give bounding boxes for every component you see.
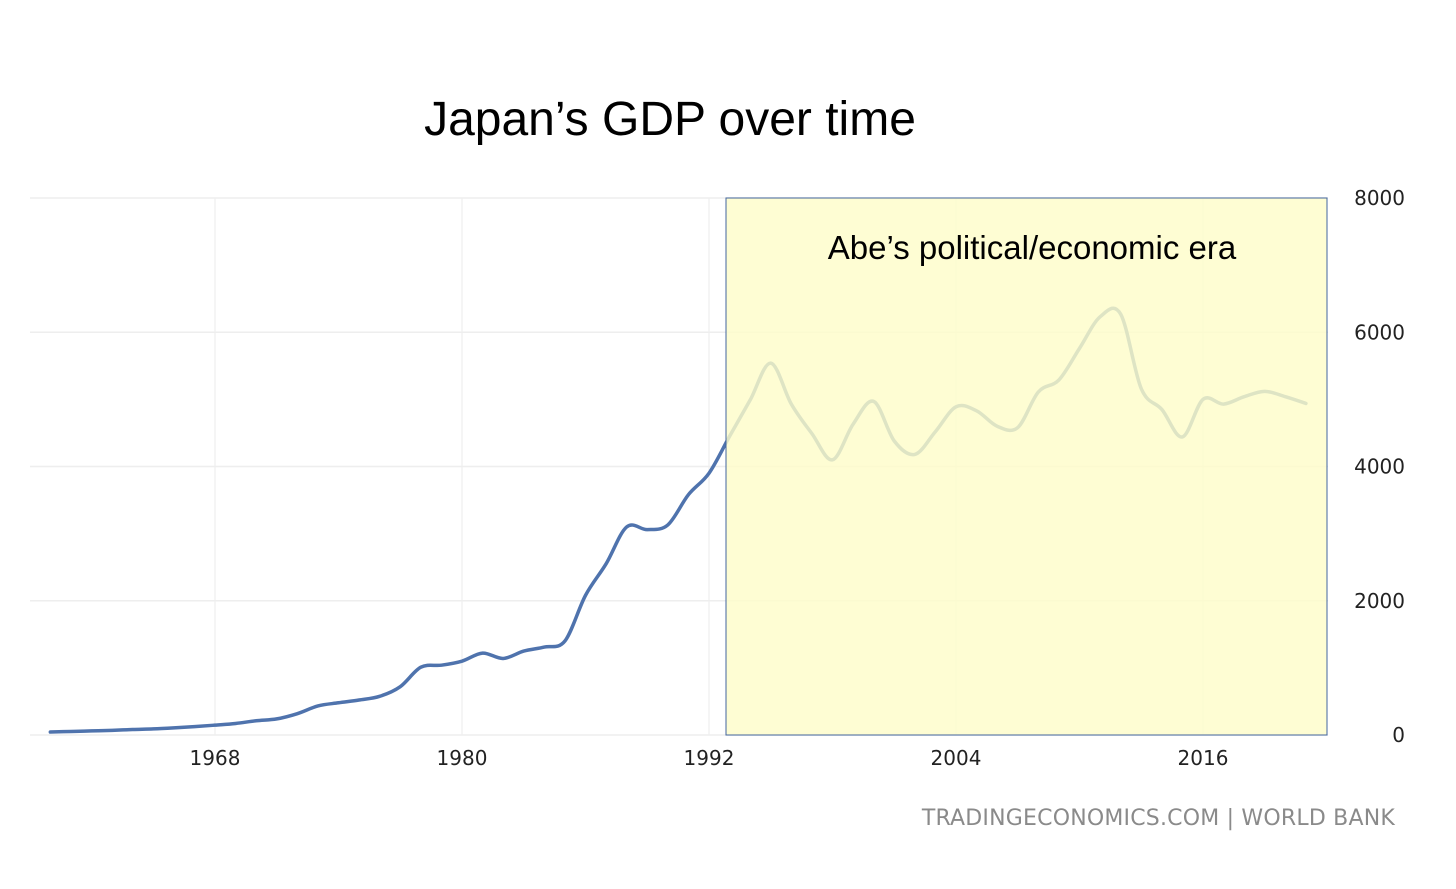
x-tick-label: 1968: [190, 746, 241, 770]
source-credit: TRADINGECONOMICS.COM | WORLD BANK: [921, 806, 1395, 831]
annotation-label: Abe’s political/economic era: [828, 229, 1237, 266]
chart-title: Japan’s GDP over time: [424, 93, 916, 146]
y-tick-label: 6000: [1354, 320, 1405, 344]
y-axis-ticks: 0 2000 4000 6000 8000: [1354, 186, 1405, 747]
y-tick-label: 4000: [1354, 455, 1405, 479]
x-axis-ticks: 1968 1980 1992 2004 2016: [190, 746, 1229, 770]
y-tick-label: 0: [1392, 723, 1405, 747]
y-tick-label: 8000: [1354, 186, 1405, 210]
x-tick-label: 1992: [684, 746, 735, 770]
y-tick-label: 2000: [1354, 589, 1405, 613]
x-tick-label: 1980: [437, 746, 488, 770]
abe-era-highlight: [725, 197, 1328, 736]
x-tick-label: 2004: [931, 746, 982, 770]
x-tick-label: 2016: [1178, 746, 1229, 770]
